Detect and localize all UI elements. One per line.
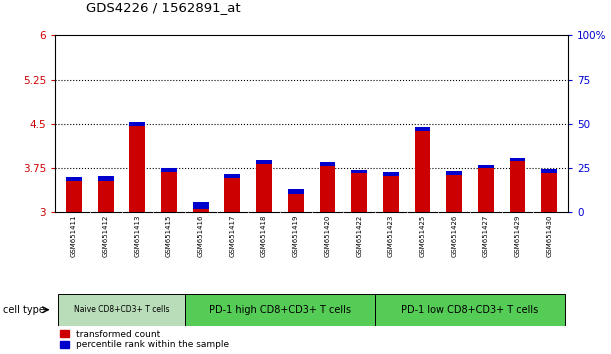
Bar: [351, 173, 367, 212]
Bar: [541, 169, 557, 173]
Text: GSM651420: GSM651420: [324, 215, 331, 257]
Text: Naive CD8+CD3+ T cells: Naive CD8+CD3+ T cells: [74, 305, 169, 314]
Text: GSM651417: GSM651417: [229, 215, 235, 257]
Bar: [224, 174, 240, 178]
Bar: [224, 178, 240, 212]
Text: PD-1 high CD8+CD3+ T cells: PD-1 high CD8+CD3+ T cells: [209, 305, 351, 315]
Text: GSM651422: GSM651422: [356, 215, 362, 257]
Text: GSM651418: GSM651418: [261, 215, 267, 257]
Text: GSM651425: GSM651425: [420, 215, 425, 257]
Text: GSM651429: GSM651429: [514, 215, 521, 257]
Bar: [541, 173, 557, 212]
Bar: [510, 161, 525, 212]
Bar: [510, 158, 525, 161]
Legend: transformed count, percentile rank within the sample: transformed count, percentile rank withi…: [59, 330, 229, 349]
Bar: [446, 171, 462, 175]
Text: GSM651413: GSM651413: [134, 215, 141, 257]
Bar: [66, 181, 82, 212]
Text: GSM651415: GSM651415: [166, 215, 172, 257]
Bar: [130, 121, 145, 126]
Text: cell type: cell type: [3, 305, 45, 315]
Text: GSM651430: GSM651430: [546, 215, 552, 257]
Text: GSM651412: GSM651412: [103, 215, 109, 257]
Bar: [193, 210, 208, 212]
Bar: [256, 164, 272, 212]
Text: GSM651416: GSM651416: [198, 215, 203, 257]
Text: PD-1 low CD8+CD3+ T cells: PD-1 low CD8+CD3+ T cells: [401, 305, 539, 315]
Bar: [288, 189, 304, 194]
Bar: [478, 165, 494, 168]
Bar: [98, 181, 114, 212]
Bar: [193, 202, 208, 210]
Bar: [415, 131, 430, 212]
Text: GSM651419: GSM651419: [293, 215, 299, 257]
Text: GSM651411: GSM651411: [71, 215, 77, 257]
Bar: [478, 168, 494, 212]
Text: GDS4226 / 1562891_at: GDS4226 / 1562891_at: [86, 1, 240, 14]
Bar: [383, 172, 399, 176]
Bar: [98, 176, 114, 181]
Bar: [66, 177, 82, 181]
Bar: [320, 162, 335, 166]
Bar: [351, 170, 367, 173]
Bar: [375, 294, 565, 326]
Bar: [58, 294, 185, 326]
Bar: [383, 176, 399, 212]
Text: GSM651426: GSM651426: [451, 215, 457, 257]
Bar: [320, 166, 335, 212]
Bar: [130, 126, 145, 212]
Bar: [161, 172, 177, 212]
Bar: [256, 160, 272, 164]
Bar: [288, 194, 304, 212]
Bar: [161, 167, 177, 172]
Bar: [185, 294, 375, 326]
Text: GSM651423: GSM651423: [388, 215, 394, 257]
Text: GSM651427: GSM651427: [483, 215, 489, 257]
Bar: [415, 127, 430, 131]
Bar: [446, 175, 462, 212]
